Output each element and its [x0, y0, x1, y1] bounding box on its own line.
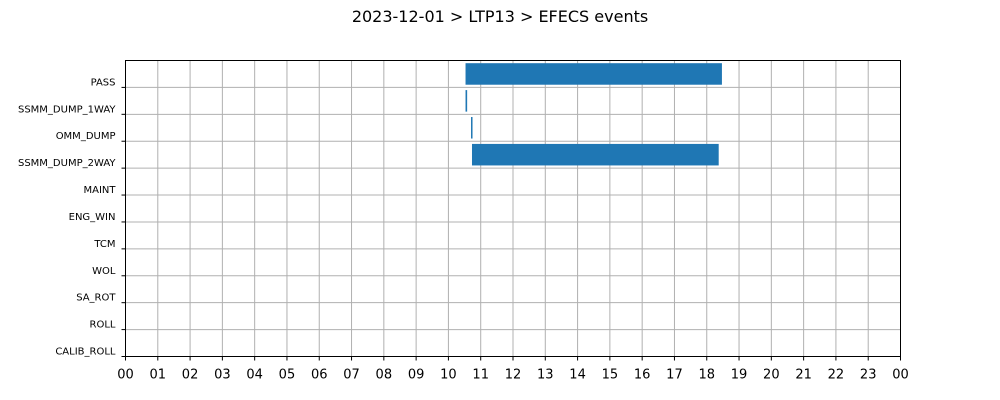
x-tick-label: 22 [828, 368, 845, 383]
x-tick-label: 17 [666, 368, 683, 383]
y-tick-label: WOL [92, 266, 116, 277]
x-tick-label: 23 [860, 368, 877, 383]
x-tick-label: 16 [634, 368, 651, 383]
x-tick-label: 15 [602, 368, 619, 383]
x-tick-label: 14 [569, 368, 586, 383]
x-tick-label: 07 [343, 368, 360, 383]
event-bar [465, 90, 468, 112]
x-tick-label: 11 [472, 368, 489, 383]
x-tick-label: 06 [311, 368, 328, 383]
event-bars [465, 63, 722, 166]
y-axis: PASS SSMM_DUMP_1WAY OMM_DUMP SSMM_DUMP_2WAY… [18, 77, 126, 358]
y-tick-label: ROLL [90, 320, 116, 331]
x-tick-label: 20 [763, 368, 780, 383]
event-bar [465, 63, 722, 85]
event-bar [471, 143, 719, 166]
x-tick-label: 04 [246, 368, 263, 383]
x-tick-label: 21 [795, 368, 812, 383]
x-tick-label: 19 [731, 368, 748, 383]
y-tick-label: MAINT [83, 185, 116, 196]
y-tick-label: PASS [91, 77, 116, 88]
x-tick-label: 01 [150, 368, 167, 383]
x-tick-label: 08 [376, 368, 393, 383]
x-tick-label: 09 [408, 368, 425, 383]
y-tick-label: ENG_WIN [69, 212, 116, 223]
chart-title: 2023-12-01 > LTP13 > EFECS events [352, 7, 648, 26]
x-tick-label: 05 [279, 368, 296, 383]
x-tick-label: 00 [117, 368, 134, 383]
y-tick-label: SSMM_DUMP_2WAY [18, 158, 116, 169]
x-tick-label: 03 [214, 368, 231, 383]
x-axis: 00 01 02 03 04 05 06 07 08 09 10 11 12 13 14 15 16 17 18 19… [117, 356, 909, 383]
x-tick-label: 00 [892, 368, 909, 383]
x-tick-label: 02 [182, 368, 199, 383]
y-tick-label: SSMM_DUMP_1WAY [18, 104, 116, 115]
y-tick-label: CALIB_ROLL [55, 347, 116, 358]
x-tick-label: 13 [537, 368, 554, 383]
x-tick-label: 18 [698, 368, 715, 383]
x-tick-label: 10 [440, 368, 457, 383]
grid [125, 60, 901, 357]
y-tick-label: OMM_DUMP [56, 131, 116, 142]
event-bar [471, 117, 473, 139]
y-tick-label: SA_ROT [76, 293, 116, 304]
x-tick-label: 12 [505, 368, 522, 383]
y-tick-label: TCM [93, 239, 115, 250]
